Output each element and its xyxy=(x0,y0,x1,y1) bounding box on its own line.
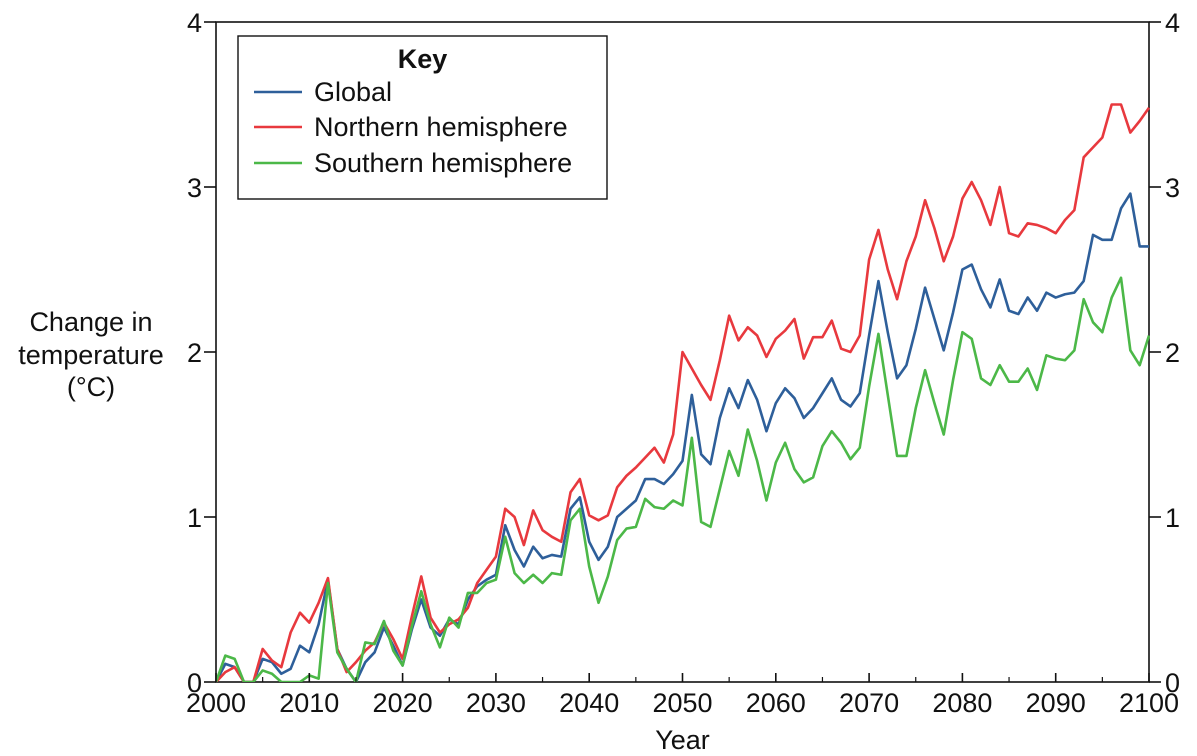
y-tick-label-left: 4 xyxy=(187,8,202,38)
series-line-northern-hemisphere xyxy=(216,103,1150,682)
x-tick-label: 2000 xyxy=(186,688,246,718)
x-tick-label: 2040 xyxy=(559,688,619,718)
legend-label-global: Global xyxy=(314,77,392,107)
y-tick-label-right: 1 xyxy=(1165,503,1180,533)
series-line-southern-hemisphere xyxy=(216,276,1150,682)
x-tick-label: 2050 xyxy=(652,688,712,718)
y-tick-label-left: 3 xyxy=(187,173,202,203)
x-tick-label: 2100 xyxy=(1119,688,1179,718)
y-axis-title-line: temperature xyxy=(18,340,164,370)
y-axis-title-line: Change in xyxy=(29,307,152,337)
y-tick-label-left: 0 xyxy=(187,668,202,698)
y-axis-title-line: (°C) xyxy=(67,372,115,402)
x-tick-label: 2010 xyxy=(279,688,339,718)
y-tick-label-left: 1 xyxy=(187,503,202,533)
legend-label-northern-hemisphere: Northern hemisphere xyxy=(314,112,568,142)
legend-box xyxy=(237,35,608,200)
y-tick-label-right: 3 xyxy=(1165,173,1180,203)
x-tick-label: 2060 xyxy=(746,688,806,718)
y-tick-label-right: 4 xyxy=(1165,8,1180,38)
series-lines xyxy=(216,103,1150,682)
legend-title: Key xyxy=(398,44,448,74)
legend-label-southern-hemisphere: Southern hemisphere xyxy=(314,148,572,178)
x-tick-label: 2030 xyxy=(466,688,526,718)
axes: 2000 2010 2020 2030 2040 2050 2060 2070 2080 2090… xyxy=(18,8,1180,755)
series-line-global xyxy=(216,192,1149,682)
x-tick-label: 2020 xyxy=(373,688,433,718)
x-tick-label: 2090 xyxy=(1026,688,1086,718)
x-axis-title: Year xyxy=(655,725,710,755)
y-tick-label-right: 0 xyxy=(1165,668,1180,698)
y-tick-label-right: 2 xyxy=(1165,338,1180,368)
y-tick-label-left: 2 xyxy=(187,338,202,368)
x-tick-label: 2080 xyxy=(932,688,992,718)
x-tick-label: 2070 xyxy=(839,688,899,718)
